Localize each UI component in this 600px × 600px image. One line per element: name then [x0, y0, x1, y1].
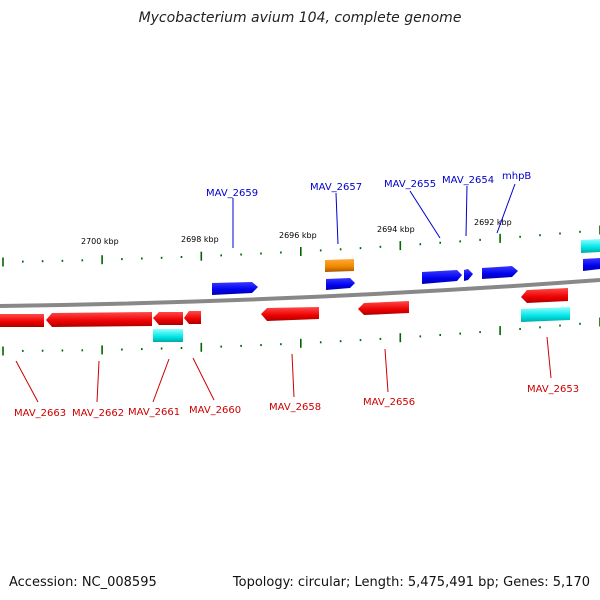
label-line-mav-2658	[291, 353, 295, 398]
scale-label-2694: 2694 kbp	[377, 225, 415, 234]
labels-minus: MAV_2663 MAV_2662 MAV_2661 MAV_2660 MAV_…	[14, 336, 579, 419]
scale-label-2698: 2698 kbp	[181, 235, 219, 244]
gene-mav-2658-arrow[interactable]	[261, 307, 319, 321]
gene-edge-plus-arrow[interactable]	[583, 258, 600, 271]
label-mhpb[interactable]: mhpB	[502, 171, 531, 182]
label-mav-2655[interactable]: MAV_2655	[384, 179, 436, 190]
label-mav-2654[interactable]: MAV_2654	[442, 175, 494, 186]
outer-tick-row	[2, 225, 600, 267]
inner-tick-row	[2, 317, 600, 356]
map-title: Mycobacterium avium 104, complete genome	[138, 10, 462, 26]
label-line-mav-2660	[192, 357, 215, 401]
label-line-mav-2653	[546, 336, 552, 379]
genome-backbone	[0, 278, 600, 308]
feature-cyan-mav-2661[interactable]	[153, 329, 183, 342]
label-line-mav-2654	[465, 185, 468, 237]
label-mav-2663[interactable]: MAV_2663	[14, 408, 66, 419]
label-line-mhpb	[496, 183, 516, 234]
gene-mav-2656-arrow[interactable]	[358, 301, 409, 315]
label-mav-2656[interactable]: MAV_2656	[363, 397, 415, 408]
gene-mav-2654-arrow[interactable]	[464, 269, 473, 281]
feature-cyan-mav-2653[interactable]	[521, 307, 570, 322]
genome-summary: Topology: circular; Length: 5,475,491 bp…	[232, 575, 590, 590]
label-line-mav-2657	[335, 192, 339, 245]
feature-orange-block[interactable]	[325, 259, 354, 272]
scale-label-2692: 2692 kbp	[474, 218, 512, 227]
label-mav-2661[interactable]: MAV_2661	[128, 407, 180, 418]
label-line-mav-2663	[15, 360, 39, 403]
labels-plus: MAV_2659 MAV_2657 MAV_2655 MAV_2654 mhpB	[206, 171, 531, 248]
gene-mav-2655-arrow[interactable]	[422, 270, 462, 284]
label-mav-2653[interactable]: MAV_2653	[527, 384, 579, 395]
gene-mav-2663-arrow[interactable]	[0, 314, 44, 327]
gene-mav-2659-arrow[interactable]	[212, 282, 258, 295]
label-line-mav-2656	[384, 348, 389, 393]
label-mav-2660[interactable]: MAV_2660	[189, 405, 241, 416]
label-line-mav-2661	[152, 358, 170, 403]
accession-label: Accession: NC_008595	[9, 575, 157, 590]
scale-label-2696: 2696 kbp	[279, 231, 317, 240]
label-line-mav-2662	[96, 360, 100, 403]
gene-mav-2661-arrow[interactable]	[153, 312, 183, 325]
label-line-mav-2655	[409, 190, 441, 239]
gene-mhpb-arrow[interactable]	[482, 266, 518, 279]
feature-cyan-edge-top[interactable]	[581, 239, 600, 253]
label-mav-2662[interactable]: MAV_2662	[72, 408, 124, 419]
gene-mav-2653-arrow[interactable]	[521, 288, 568, 303]
label-mav-2658[interactable]: MAV_2658	[269, 402, 321, 413]
gene-mav-2657-arrow[interactable]	[326, 278, 355, 290]
gene-mav-2662-arrow[interactable]	[46, 312, 152, 327]
scale-label-2700: 2700 kbp	[81, 237, 119, 246]
gene-mav-2660-arrow[interactable]	[184, 311, 201, 324]
label-mav-2657[interactable]: MAV_2657	[310, 182, 362, 193]
label-mav-2659[interactable]: MAV_2659	[206, 188, 258, 199]
